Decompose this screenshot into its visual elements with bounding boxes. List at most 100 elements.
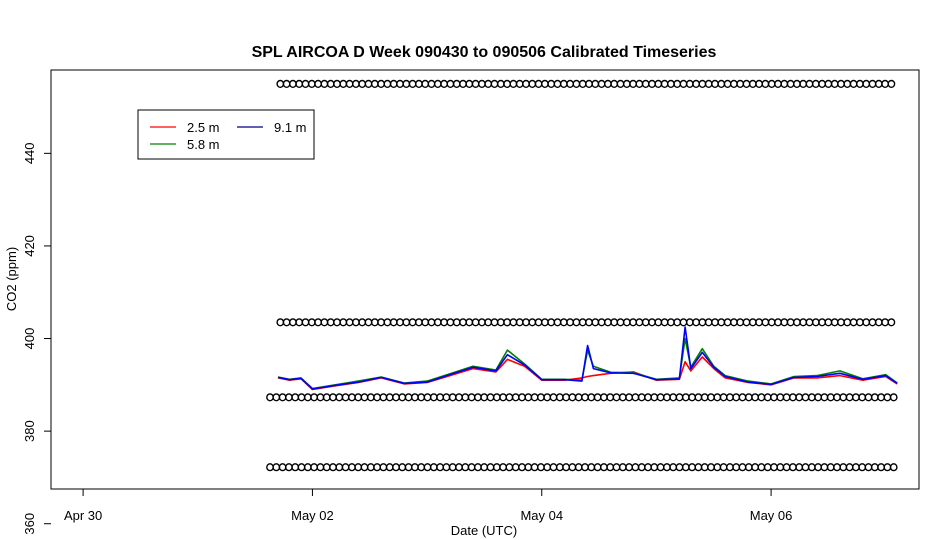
calibration-point [440, 318, 448, 327]
calibration-point [436, 393, 444, 402]
calibration-point [278, 393, 287, 402]
calibration-point [742, 318, 751, 327]
calibration-point [383, 79, 392, 89]
calibration-point [726, 463, 734, 472]
calibration-point [291, 463, 300, 472]
calibration-point [644, 463, 652, 472]
calibration-point [347, 393, 356, 402]
calibration-point [767, 79, 776, 89]
calibration-point [402, 318, 411, 327]
calibration-point [480, 393, 489, 402]
calibration-point [354, 463, 363, 472]
calibration-point [524, 463, 533, 472]
calibration-point [360, 393, 369, 402]
calibration-point [467, 463, 476, 472]
calibration-point [417, 393, 426, 402]
calibration-point [789, 463, 797, 472]
y-tick-label: 360 [22, 513, 37, 535]
calibration-point [410, 463, 419, 472]
calibration-point [404, 393, 413, 402]
calibration-point [692, 79, 700, 89]
calibration-point [568, 393, 577, 402]
calibration-point [473, 393, 482, 402]
calibration-point [581, 463, 589, 472]
calibration-point [465, 79, 474, 89]
calibration-point [370, 79, 379, 89]
calibration-point [421, 79, 430, 89]
calibration-point [492, 393, 501, 402]
calibration-point [694, 393, 703, 402]
calibration-point [477, 79, 486, 89]
calibration-point [310, 463, 318, 472]
calibration-point [291, 393, 300, 402]
calibration-point [366, 463, 375, 472]
calibration-point [351, 79, 360, 89]
calibration-point [442, 463, 451, 472]
calibration-point [499, 393, 507, 402]
calibration-point [307, 79, 316, 89]
calibration-point [612, 393, 621, 402]
calibration-point [335, 463, 344, 472]
calibration-point [877, 463, 885, 472]
calibration-point [530, 463, 539, 472]
calibration-point [610, 79, 619, 89]
calibration-point [423, 393, 432, 402]
calibration-point [446, 318, 455, 327]
calibration-point [379, 463, 388, 472]
calibration-point [568, 463, 577, 472]
series-line-2-5-m [277, 356, 898, 391]
calibration-point [862, 318, 871, 327]
calibration-point [591, 318, 600, 327]
calibration-point [347, 463, 356, 472]
calibration-point [295, 79, 304, 89]
y-axis-label: CO2 (ppm) [4, 247, 19, 311]
calibration-point [578, 318, 587, 327]
calibration-point [414, 79, 423, 89]
calibration-point [448, 463, 457, 472]
calibration-point [780, 79, 789, 89]
x-tick-label: May 06 [750, 508, 793, 523]
calibration-point [392, 393, 400, 402]
calibration-point [272, 393, 281, 402]
calibration-point [763, 463, 772, 472]
calibration-point [314, 318, 322, 327]
calibration-point [818, 79, 826, 89]
calibration-point [685, 318, 694, 327]
calibration-point [675, 463, 684, 472]
calibration-point [448, 393, 457, 402]
calibration-point [524, 393, 533, 402]
calibration-point [574, 463, 583, 472]
calibration-point [889, 393, 898, 402]
calibration-point [530, 393, 539, 402]
calibration-point [410, 393, 419, 402]
calibration-point [414, 318, 423, 327]
calibration-point [663, 463, 671, 472]
calibration-point [549, 393, 558, 402]
calibration-point [465, 318, 474, 327]
calibration-point [774, 318, 782, 327]
calibration-point [301, 79, 310, 89]
calibration-point [612, 463, 621, 472]
plot-frame [50, 69, 920, 490]
calibration-point [814, 463, 822, 472]
calibration-point [782, 463, 791, 472]
calibration-point [417, 463, 426, 472]
calibration-point [585, 318, 593, 327]
calibration-point [738, 393, 747, 402]
calibration-point [679, 318, 688, 327]
calibration-point [341, 463, 350, 472]
calibration-point [618, 393, 627, 402]
calibration-point [373, 463, 381, 472]
calibration-point [874, 318, 883, 327]
calibration-point [600, 393, 608, 402]
calibration-point [503, 79, 511, 89]
calibration-point [459, 318, 467, 327]
calibration-point [858, 463, 867, 472]
calibration-point [364, 79, 373, 89]
calibration-point [641, 79, 650, 89]
calibration-point [654, 318, 663, 327]
calibration-point [830, 318, 839, 327]
calibration-point [881, 318, 889, 327]
calibration-point [833, 463, 841, 472]
calibration-point [719, 463, 728, 472]
